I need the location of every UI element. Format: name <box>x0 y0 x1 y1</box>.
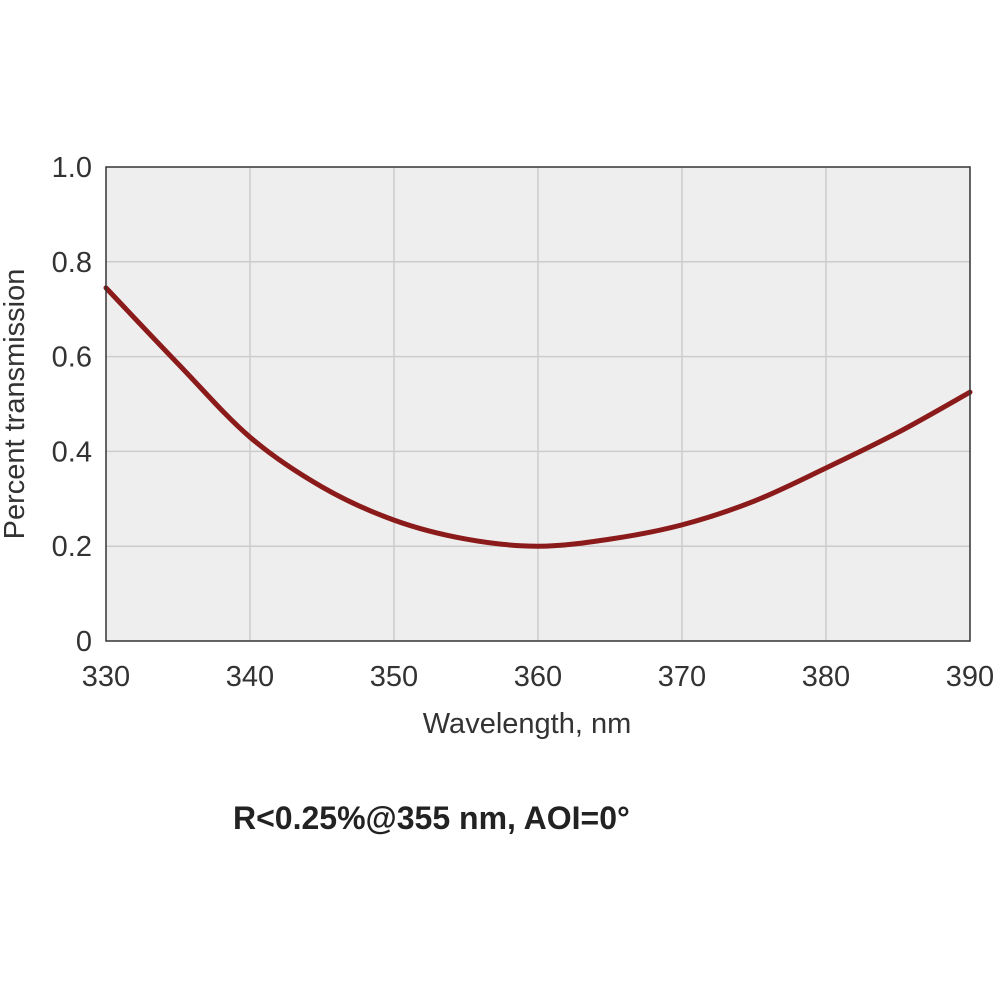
x-tick-label: 380 <box>802 661 850 693</box>
transmission-curve <box>103 285 973 549</box>
x-tick-label: 370 <box>658 661 706 693</box>
y-tick-label: 0.8 <box>52 247 92 279</box>
y-tick-label: 0.6 <box>52 342 92 374</box>
y-tick-label: 0.4 <box>52 436 92 468</box>
y-axis-title: Percent transmission <box>0 269 31 540</box>
x-tick-label: 350 <box>370 661 418 693</box>
y-tick-label: 1.0 <box>52 152 92 184</box>
plot-frame <box>105 166 971 642</box>
x-axis-title: Wavelength, nm <box>423 708 631 740</box>
x-tick-label: 360 <box>514 661 562 693</box>
spec-caption: R<0.25%@355 nm, AOI=0° <box>233 800 630 836</box>
y-tick-label: 0.2 <box>52 531 92 563</box>
y-axis-ticks: 0 0.2 0.4 0.6 0.8 1.0 <box>52 152 92 658</box>
y-tick-label: 0 <box>76 626 92 658</box>
x-tick-label: 390 <box>946 661 994 693</box>
x-tick-label: 340 <box>226 661 274 693</box>
x-axis-ticks: 330 340 350 360 370 380 390 <box>82 661 994 693</box>
x-tick-label: 330 <box>82 661 130 693</box>
